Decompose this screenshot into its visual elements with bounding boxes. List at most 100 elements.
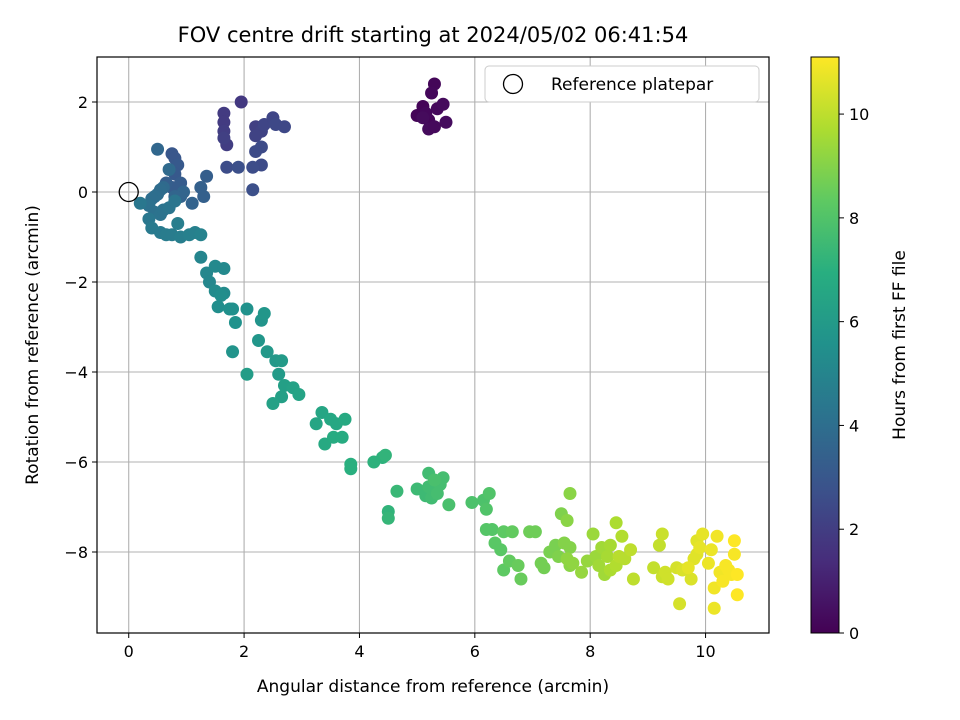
data-point <box>575 565 589 579</box>
data-point <box>563 541 577 554</box>
data-point <box>681 561 695 575</box>
data-point <box>185 196 199 210</box>
data-point <box>465 496 479 509</box>
data-point <box>416 111 430 125</box>
data-point <box>727 547 741 561</box>
data-point <box>240 367 254 381</box>
legend-box <box>484 65 760 103</box>
data-point <box>427 473 441 487</box>
data-point <box>292 388 306 401</box>
data-point <box>252 334 266 347</box>
data-point <box>566 556 580 570</box>
data-point <box>609 516 623 530</box>
data-point <box>528 525 542 539</box>
y-tick-label: −4 <box>64 363 88 382</box>
data-point <box>603 538 617 552</box>
x-axis-ticks: 0 2 4 6 8 10 <box>124 633 716 661</box>
colorbar-tick-label: 10 <box>849 105 869 124</box>
data-point <box>684 572 698 586</box>
data-point <box>381 511 395 525</box>
data-point <box>626 572 640 586</box>
data-point <box>249 129 263 143</box>
data-point <box>234 95 248 109</box>
data-point <box>378 448 392 462</box>
data-points <box>118 77 744 615</box>
x-tick-label: 6 <box>470 642 480 661</box>
data-point <box>231 160 245 174</box>
data-point <box>260 345 274 359</box>
colorbar-tick-label: 2 <box>849 520 859 539</box>
x-tick-label: 0 <box>124 642 134 661</box>
y-tick-label: 2 <box>78 93 88 112</box>
data-point <box>226 345 240 359</box>
data-point <box>439 115 453 129</box>
chart-title: FOV centre drift starting at 2024/05/02 … <box>178 23 689 47</box>
plot-frame <box>96 56 770 634</box>
data-point <box>693 541 707 554</box>
data-point <box>560 514 574 527</box>
data-point <box>240 302 254 316</box>
data-point <box>600 550 614 563</box>
data-point <box>335 430 349 444</box>
colorbar-label: Hours from first FF file <box>890 250 910 440</box>
data-point <box>563 487 577 500</box>
data-point <box>511 559 525 572</box>
data-point <box>427 120 441 134</box>
y-tick-label: 0 <box>78 183 88 202</box>
data-point <box>200 169 214 183</box>
data-point <box>133 196 147 210</box>
colorbar-tick-label: 4 <box>849 416 859 435</box>
data-point <box>151 142 165 156</box>
legend-marker-reference <box>502 73 524 95</box>
data-point <box>730 588 744 602</box>
data-point <box>217 131 231 145</box>
data-point <box>704 543 718 557</box>
data-point <box>615 529 629 543</box>
data-point <box>482 487 496 500</box>
data-point <box>171 217 185 230</box>
data-point <box>272 367 286 381</box>
data-point <box>220 160 234 174</box>
y-tick-label: −2 <box>64 273 88 292</box>
y-tick-label: −6 <box>64 453 88 472</box>
data-point <box>275 354 289 368</box>
data-point <box>701 556 715 570</box>
data-point <box>257 307 271 320</box>
x-tick-label: 2 <box>239 642 249 661</box>
data-point <box>266 397 280 410</box>
colorbar <box>810 56 840 634</box>
data-point <box>228 316 242 329</box>
data-point <box>226 302 240 316</box>
x-axis-label: Angular distance from reference (arcmin) <box>257 677 609 697</box>
data-point <box>194 228 208 242</box>
data-point <box>442 498 456 512</box>
data-point <box>707 601 721 615</box>
data-point <box>425 86 439 100</box>
data-point <box>197 190 211 203</box>
data-point <box>338 412 352 426</box>
data-point <box>479 502 493 516</box>
data-point <box>494 543 508 557</box>
data-point <box>696 527 710 541</box>
data-point <box>194 250 208 264</box>
legend-label-reference: Reference platepar <box>551 75 713 95</box>
colorbar-ticks: 0 2 4 6 8 10 <box>839 105 869 643</box>
data-point <box>217 106 231 120</box>
data-point <box>344 462 358 476</box>
data-point <box>214 289 228 302</box>
data-point <box>655 527 669 541</box>
data-point <box>217 262 231 275</box>
y-tick-label: −8 <box>64 543 88 562</box>
data-point <box>673 597 687 611</box>
data-point <box>727 534 741 548</box>
x-tick-label: 10 <box>695 642 715 661</box>
data-point <box>514 572 528 586</box>
data-point <box>647 561 661 575</box>
data-point <box>730 568 744 581</box>
data-point <box>211 300 225 314</box>
data-point <box>537 561 551 575</box>
data-point <box>162 163 176 176</box>
data-point <box>586 527 600 541</box>
data-point <box>624 543 638 557</box>
